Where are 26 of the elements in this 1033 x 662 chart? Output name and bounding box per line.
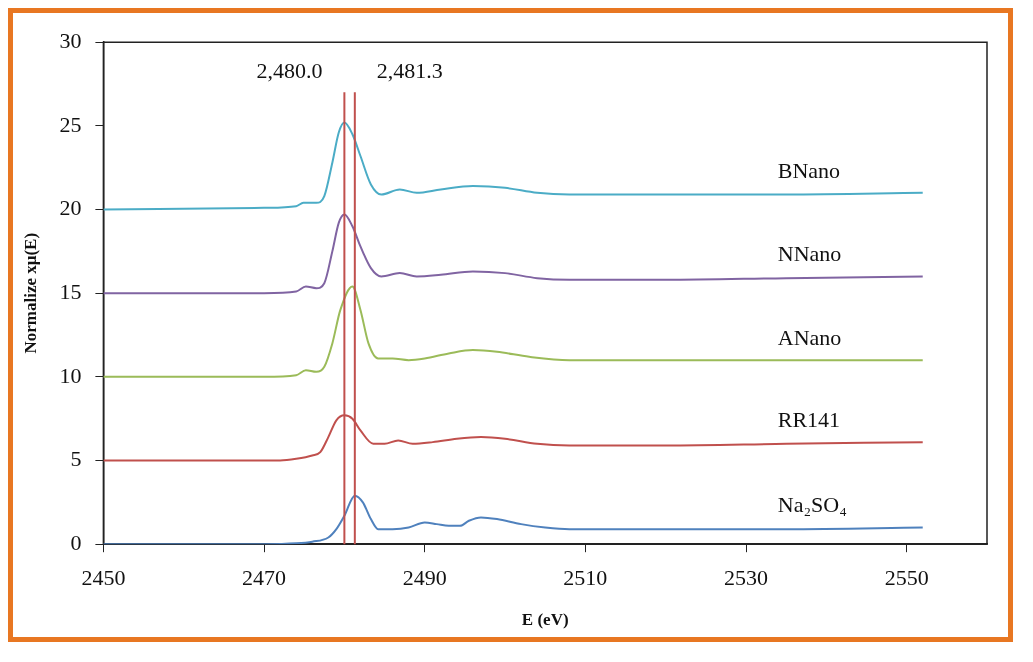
- y-tick-label: 20: [59, 195, 82, 221]
- y-tick-label: 15: [59, 278, 82, 304]
- series-label: RR141: [777, 406, 841, 432]
- x-tick-label: 2530: [724, 565, 769, 591]
- series-label: Na₂SO₄: [777, 492, 847, 518]
- y-tick-label: 25: [59, 111, 82, 137]
- line-series: [103, 213, 924, 295]
- y-tick-label: 30: [59, 27, 82, 53]
- ref-line-label: 2,481.3: [376, 57, 443, 83]
- x-tick-label: 2470: [242, 565, 287, 591]
- series-label: NNano: [777, 241, 842, 267]
- ref-line-label: 2,480.0: [256, 57, 323, 83]
- series-label: ANano: [777, 324, 842, 350]
- line-series: [103, 285, 924, 378]
- x-tick-label: 2490: [402, 565, 447, 591]
- y-tick-label: 5: [70, 446, 82, 472]
- series-label: BNano: [777, 157, 841, 183]
- y-tick-label: 10: [59, 362, 82, 388]
- x-tick-label: 2450: [81, 565, 126, 591]
- y-tick-label: 0: [70, 529, 82, 555]
- x-axis-title: E (eV): [521, 610, 569, 630]
- x-tick-label: 2510: [563, 565, 608, 591]
- y-axis-title: Normalize xμ(E): [20, 232, 40, 354]
- x-tick-label: 2550: [884, 565, 929, 591]
- line-series: [103, 121, 924, 211]
- line-series: [103, 494, 924, 545]
